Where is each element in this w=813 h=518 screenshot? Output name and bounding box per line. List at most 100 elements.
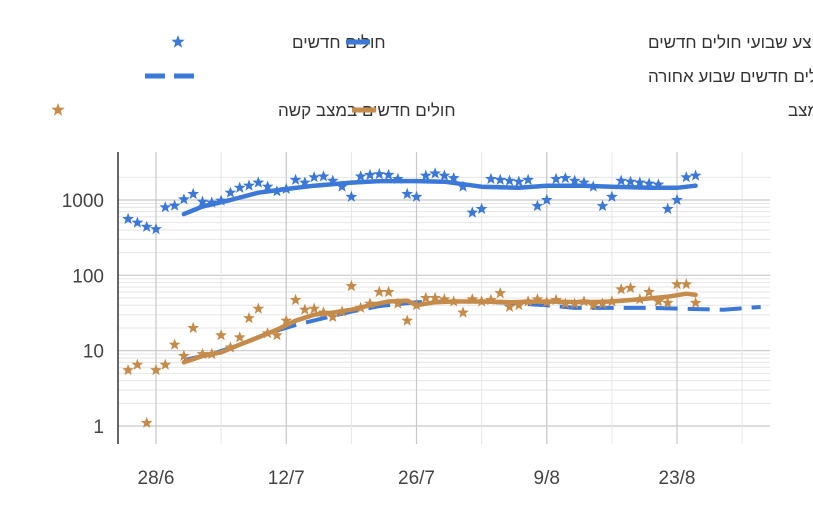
data-point-star — [466, 206, 479, 218]
data-point-star — [308, 171, 321, 183]
data-point-star — [382, 285, 395, 298]
data-point-star — [243, 312, 255, 324]
data-point-star — [503, 174, 516, 186]
data-point-star — [485, 172, 497, 184]
data-point-star — [606, 190, 618, 202]
data-point-star — [140, 220, 153, 232]
data-point-star — [252, 302, 265, 314]
data-point-star — [540, 193, 553, 205]
data-point-star — [336, 305, 348, 317]
data-point-star — [364, 168, 376, 180]
data-point-star — [410, 299, 423, 311]
data-point-star — [661, 296, 674, 308]
data-point-star — [373, 168, 386, 180]
data-point-star — [326, 174, 339, 186]
data-point-star — [512, 175, 525, 187]
data-point-star — [299, 303, 311, 315]
data-point-star — [215, 194, 227, 206]
data-point-star — [457, 306, 469, 318]
y-tick-label: 1 — [93, 417, 104, 438]
series-line — [181, 178, 698, 217]
data-point-star — [531, 199, 544, 212]
data-point-star — [364, 297, 376, 309]
data-point-star — [680, 171, 693, 183]
data-point-star — [689, 169, 702, 181]
data-point-star — [438, 293, 451, 305]
data-point-star — [419, 291, 432, 303]
data-point-star — [512, 299, 525, 311]
data-point-star — [233, 181, 246, 193]
data-point-star — [205, 347, 218, 360]
data-point-star — [596, 297, 609, 309]
data-point-star — [392, 297, 404, 309]
data-point-star — [178, 349, 190, 361]
legend-label: חולים חדשים — [292, 33, 386, 52]
data-point-star — [494, 287, 507, 299]
data-point-star — [401, 314, 414, 326]
data-point-star — [168, 199, 181, 211]
data-point-star — [661, 202, 674, 214]
data-point-star — [150, 364, 162, 376]
series-layer — [122, 167, 761, 428]
data-point-star — [252, 176, 265, 188]
data-point-star — [140, 416, 153, 428]
data-point-star — [261, 327, 274, 339]
data-point-star — [150, 223, 162, 235]
y-tick-label: 10 — [83, 342, 104, 363]
data-point-star — [438, 169, 451, 181]
data-point-star — [596, 199, 609, 212]
data-point-star — [308, 302, 321, 314]
data-point-star — [224, 341, 237, 353]
data-point-star — [578, 176, 590, 188]
data-point-star — [457, 180, 469, 192]
data-point-star — [522, 295, 534, 307]
data-point-star — [522, 173, 534, 185]
data-point-star — [615, 283, 628, 295]
data-point-star — [531, 293, 544, 305]
legend: חולים חדשים ממוצע שבועי חולים חדשים שניים … — [51, 33, 813, 120]
data-point-star — [280, 182, 293, 194]
data-point-star — [485, 293, 497, 306]
x-tick-label: 12/7 — [268, 468, 305, 489]
data-point-star — [233, 331, 246, 343]
data-point-star — [271, 185, 283, 197]
data-point-star — [299, 176, 311, 188]
data-point-star — [373, 285, 386, 298]
data-point-star — [447, 295, 460, 307]
data-point-star — [178, 193, 190, 205]
data-point-star — [429, 291, 441, 303]
data-point-star — [643, 285, 655, 298]
legend-label: ממוצע שבועי חולים חדשים — [648, 33, 813, 52]
data-point-star — [652, 178, 665, 190]
data-point-star — [643, 177, 655, 189]
data-point-star — [317, 306, 330, 318]
data-point-star — [466, 293, 479, 305]
legend-star-marker — [51, 103, 65, 116]
data-point-star — [215, 329, 227, 341]
data-point-star — [615, 174, 628, 186]
data-point-star — [187, 321, 200, 333]
data-point-star — [671, 278, 683, 290]
data-point-star — [419, 169, 432, 181]
data-point-star — [568, 297, 581, 309]
legend-label: ממוצע שבועי חולים חדשים במצב — [788, 101, 813, 120]
data-point-star — [326, 310, 339, 322]
data-point-star — [205, 196, 218, 208]
data-point-star — [261, 180, 274, 192]
data-point-star — [568, 174, 581, 186]
data-point-star — [475, 202, 488, 214]
data-point-star — [475, 295, 488, 307]
data-point-star — [196, 195, 209, 207]
data-point-star — [354, 170, 367, 182]
data-point-star — [131, 358, 144, 370]
data-point-star — [550, 172, 562, 184]
tick-labels: 1 10 100 1000 28/6 12/7 26/7 9/8 23/8 — [62, 191, 696, 489]
data-point-star — [680, 278, 693, 290]
data-point-star — [224, 186, 237, 198]
data-point-star — [624, 281, 637, 293]
data-point-star — [540, 296, 553, 308]
data-point-star — [578, 295, 590, 307]
y-tick-label: 100 — [72, 266, 104, 287]
data-point-star — [345, 279, 358, 292]
data-point-star — [606, 295, 618, 307]
